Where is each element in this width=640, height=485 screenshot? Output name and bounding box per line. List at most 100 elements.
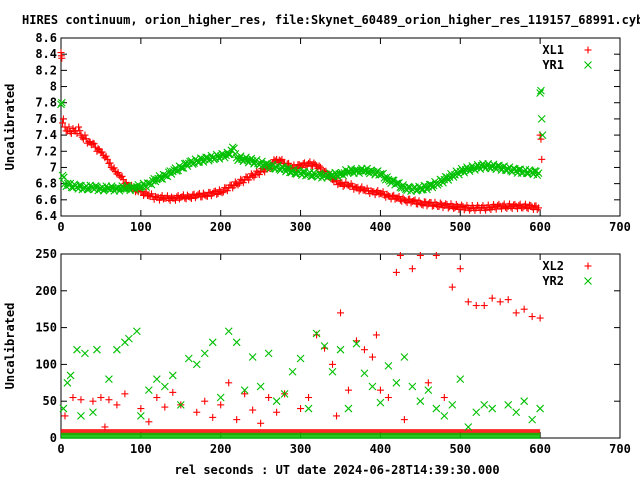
data-point [310,159,318,167]
data-point [374,186,382,194]
data-point [456,375,465,384]
data-point [297,405,305,413]
data-point [168,371,177,380]
data-point [528,415,537,424]
data-point [312,329,321,338]
legend-label: YR1 [542,58,564,72]
x-tick-label: 500 [449,220,471,234]
y-tick-label: 7.4 [35,128,57,142]
data-point [114,168,122,176]
data-point [512,309,520,317]
legend-marker [584,61,592,69]
data-point [57,98,66,107]
data-point [254,169,262,177]
x-tick-label: 600 [529,442,551,456]
data-point [59,404,68,413]
data-point [57,100,65,109]
x-tick-label: 700 [609,442,631,456]
data-point [137,405,145,413]
data-point [78,133,86,141]
data-point [278,155,286,163]
y-tick-label: 6.6 [35,193,57,207]
data-point [384,361,393,370]
y-tick-label: 250 [35,247,57,261]
data-point [248,353,257,361]
y-tick-label: 6.8 [35,177,57,191]
data-point [256,382,265,391]
data-point [265,394,273,402]
data-point [334,181,342,189]
data-point [223,187,231,195]
data-point [174,192,182,200]
data-point [206,188,214,196]
y-tick-label: 7.6 [35,112,57,126]
data-point [193,408,201,416]
data-point [255,171,263,179]
legend-marker [584,277,592,285]
data-point [288,367,297,376]
legend-label: XL2 [542,259,564,273]
data-point [472,408,481,417]
data-point [124,334,133,343]
data-point [486,204,494,212]
data-point [285,159,293,167]
data-point [533,171,542,179]
data-point [472,302,480,310]
data-point [384,394,392,402]
x-tick-label: 500 [449,442,471,456]
data-point [184,354,193,363]
data-point [368,353,376,361]
data-point [430,202,438,210]
data-point [203,192,211,200]
data-point [61,412,69,420]
data-point [90,140,98,148]
data-point [520,305,528,313]
data-point [163,172,172,181]
data-point [537,86,545,95]
data-point [464,298,472,306]
data-point [273,408,281,416]
data-point [372,331,380,339]
data-point [59,119,67,127]
data-point [536,314,544,322]
y-tick-label: 7.8 [35,96,57,110]
data-point [448,400,457,409]
data-point [436,199,444,207]
data-point [396,251,404,259]
data-point [395,192,403,200]
data-point [249,406,257,414]
data-point [121,390,129,398]
data-point [62,127,70,135]
data-point [89,408,97,417]
data-point [336,345,345,354]
plot-frame [60,253,621,439]
data-point [94,145,102,153]
data-point [159,170,168,179]
y-tick-label: 7 [50,160,57,174]
y-tick-label: 8.4 [35,47,57,61]
data-point [89,397,97,405]
data-point [423,185,431,194]
data-point [450,204,458,212]
data-point [209,413,217,421]
data-point [440,412,449,420]
data-point [328,367,337,376]
data-point [113,401,121,409]
x-tick-label: 0 [57,220,64,234]
data-point [192,360,201,369]
data-point [520,397,529,406]
y-tick-label: 8 [50,80,57,94]
data-point [368,382,377,391]
data-point [379,188,387,196]
data-point [167,170,176,178]
data-point [132,327,141,336]
data-point [272,397,281,406]
data-point [66,371,75,380]
data-point [144,386,153,395]
data-point [161,403,169,411]
data-point [480,302,488,310]
data-point [446,203,454,211]
data-point [105,396,113,404]
data-point [169,388,177,396]
